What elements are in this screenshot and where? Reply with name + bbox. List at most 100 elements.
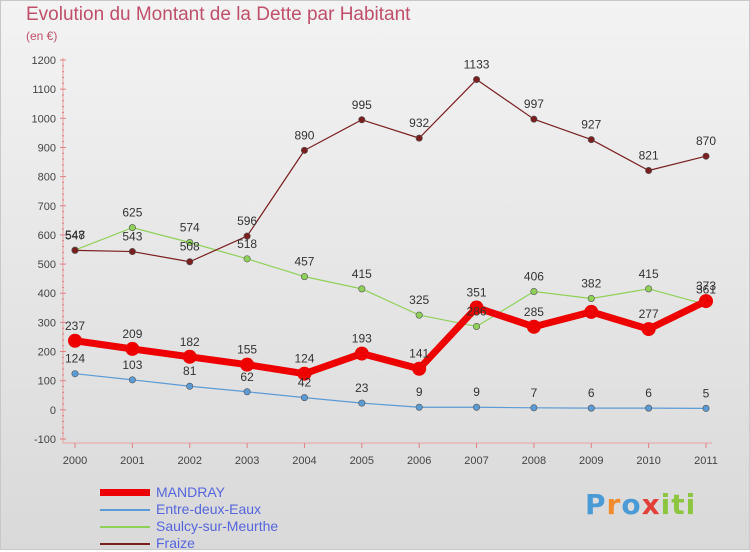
data-label-entre-deux-eaux: 6 (588, 386, 595, 400)
y-tick-label: 1000 (32, 113, 56, 125)
data-label-fraize: 508 (180, 240, 200, 254)
y-tick-label: 800 (38, 172, 56, 184)
x-tick-label: 2005 (350, 455, 374, 467)
data-point-saulcy-sur-meurthe (530, 287, 538, 295)
series-line-mandray (71, 297, 710, 378)
y-tick-label: 900 (38, 142, 56, 154)
data-label-entre-deux-eaux: 7 (531, 386, 538, 400)
data-point-fraize (645, 166, 653, 174)
data-point-entre-deux-eaux (300, 394, 308, 402)
y-tick-label: 1200 (32, 55, 56, 67)
x-tick-label: 2006 (407, 455, 431, 467)
series-line-fraize (74, 78, 707, 263)
data-point-entre-deux-eaux (128, 376, 136, 384)
data-point-mandray (699, 294, 713, 309)
legend-label-fraize: Fraize (156, 535, 195, 551)
data-label-mandray: 141 (409, 347, 429, 361)
data-label-fraize: 543 (122, 230, 142, 244)
x-tick-label: 2004 (292, 455, 316, 467)
x-tick-label: 2010 (636, 455, 660, 467)
y-tick-label: 700 (38, 201, 56, 213)
data-point-entre-deux-eaux (473, 403, 481, 411)
y-tick-label: 0 (50, 405, 56, 417)
data-label-mandray: 285 (524, 305, 544, 319)
legend-swatch-mandray (100, 489, 150, 496)
data-point-entre-deux-eaux (702, 404, 710, 412)
data-label-mandray: 351 (467, 286, 487, 300)
series-line-saulcy-sur-meurthe (74, 227, 707, 328)
data-point-fraize (128, 248, 136, 256)
legend-swatch-fraize (100, 543, 150, 545)
data-label-saulcy-sur-meurthe: 325 (409, 293, 429, 307)
data-point-mandray (526, 319, 541, 334)
data-label-mandray: 209 (122, 327, 142, 341)
data-point-entre-deux-eaux (530, 404, 538, 412)
data-label-saulcy-sur-meurthe: 574 (180, 221, 200, 235)
data-point-mandray (182, 349, 197, 364)
chart-unit: (en €) (26, 29, 58, 43)
data-point-mandray (469, 300, 484, 315)
x-tick-label: 2008 (522, 455, 546, 467)
data-point-saulcy-sur-meurthe (186, 239, 194, 247)
data-point-saulcy-sur-meurthe (358, 285, 366, 293)
data-label-fraize: 995 (352, 98, 372, 112)
data-label-entre-deux-eaux: 9 (416, 385, 423, 399)
legend-swatch-entre-deux-eaux (100, 509, 150, 511)
x-tick-label: 2000 (63, 455, 87, 467)
data-point-fraize (358, 116, 366, 124)
data-label-saulcy-sur-meurthe: 415 (352, 267, 372, 281)
data-point-saulcy-sur-meurthe (243, 255, 251, 263)
y-tick-label: 1100 (32, 84, 56, 96)
data-point-entre-deux-eaux (358, 399, 366, 407)
data-label-fraize: 547 (65, 228, 85, 242)
series-line-entre-deux-eaux (74, 373, 707, 409)
data-point-saulcy-sur-meurthe (128, 224, 136, 232)
data-point-entre-deux-eaux (243, 388, 251, 396)
legend-label-entre-deux-eaux: Entre-deux-Eaux (156, 501, 262, 517)
y-tick-label: 100 (38, 376, 56, 388)
data-point-saulcy-sur-meurthe (645, 285, 653, 293)
legend-label-mandray: MANDRAY (156, 484, 225, 500)
data-label-mandray: 155 (237, 343, 257, 357)
data-label-saulcy-sur-meurthe: 286 (467, 304, 487, 318)
data-label-entre-deux-eaux: 81 (183, 364, 197, 378)
data-point-mandray (641, 322, 656, 337)
data-point-entre-deux-eaux (186, 382, 194, 390)
data-label-entre-deux-eaux: 124 (65, 352, 85, 366)
data-label-saulcy-sur-meurthe: 382 (581, 276, 601, 290)
x-tick-label: 2001 (120, 455, 144, 467)
data-label-saulcy-sur-meurthe: 548 (65, 228, 85, 242)
data-label-fraize: 821 (639, 148, 659, 162)
data-point-entre-deux-eaux (71, 370, 79, 378)
data-label-mandray: 373 (696, 279, 716, 293)
legend-label-saulcy: Saulcy-sur-Meurthe (156, 518, 279, 534)
data-label-saulcy-sur-meurthe: 406 (524, 269, 544, 283)
data-label-fraize: 997 (524, 97, 544, 111)
data-label-entre-deux-eaux: 42 (298, 376, 312, 390)
data-label-entre-deux-eaux: 9 (473, 385, 480, 399)
legend-swatch-saulcy (100, 526, 150, 528)
data-label-mandray: 124 (294, 352, 314, 366)
data-label-saulcy-sur-meurthe: 415 (639, 267, 659, 281)
data-label-entre-deux-eaux: 62 (240, 370, 254, 384)
data-label-fraize: 927 (581, 118, 601, 132)
x-tick-label: 2007 (464, 455, 488, 467)
data-label-fraize: 890 (294, 128, 314, 142)
data-point-saulcy-sur-meurthe (300, 273, 308, 281)
data-point-mandray (68, 333, 82, 348)
data-label-saulcy-sur-meurthe: 625 (122, 206, 142, 220)
data-point-fraize (300, 146, 308, 154)
data-point-fraize (473, 76, 481, 84)
data-label-fraize: 870 (696, 134, 716, 148)
y-tick-label: 600 (38, 230, 56, 242)
y-tick-label: -100 (34, 434, 56, 446)
data-point-fraize (415, 134, 423, 142)
data-label-mandray: 182 (180, 335, 200, 349)
y-tick-label: 400 (38, 288, 56, 300)
data-label-saulcy-sur-meurthe: 457 (294, 255, 314, 269)
chart-title: Evolution du Montant de la Dette par Hab… (26, 4, 411, 25)
y-tick-label: 200 (38, 347, 56, 359)
data-point-saulcy-sur-meurthe (473, 322, 481, 330)
x-tick-label: 2011 (694, 455, 718, 467)
